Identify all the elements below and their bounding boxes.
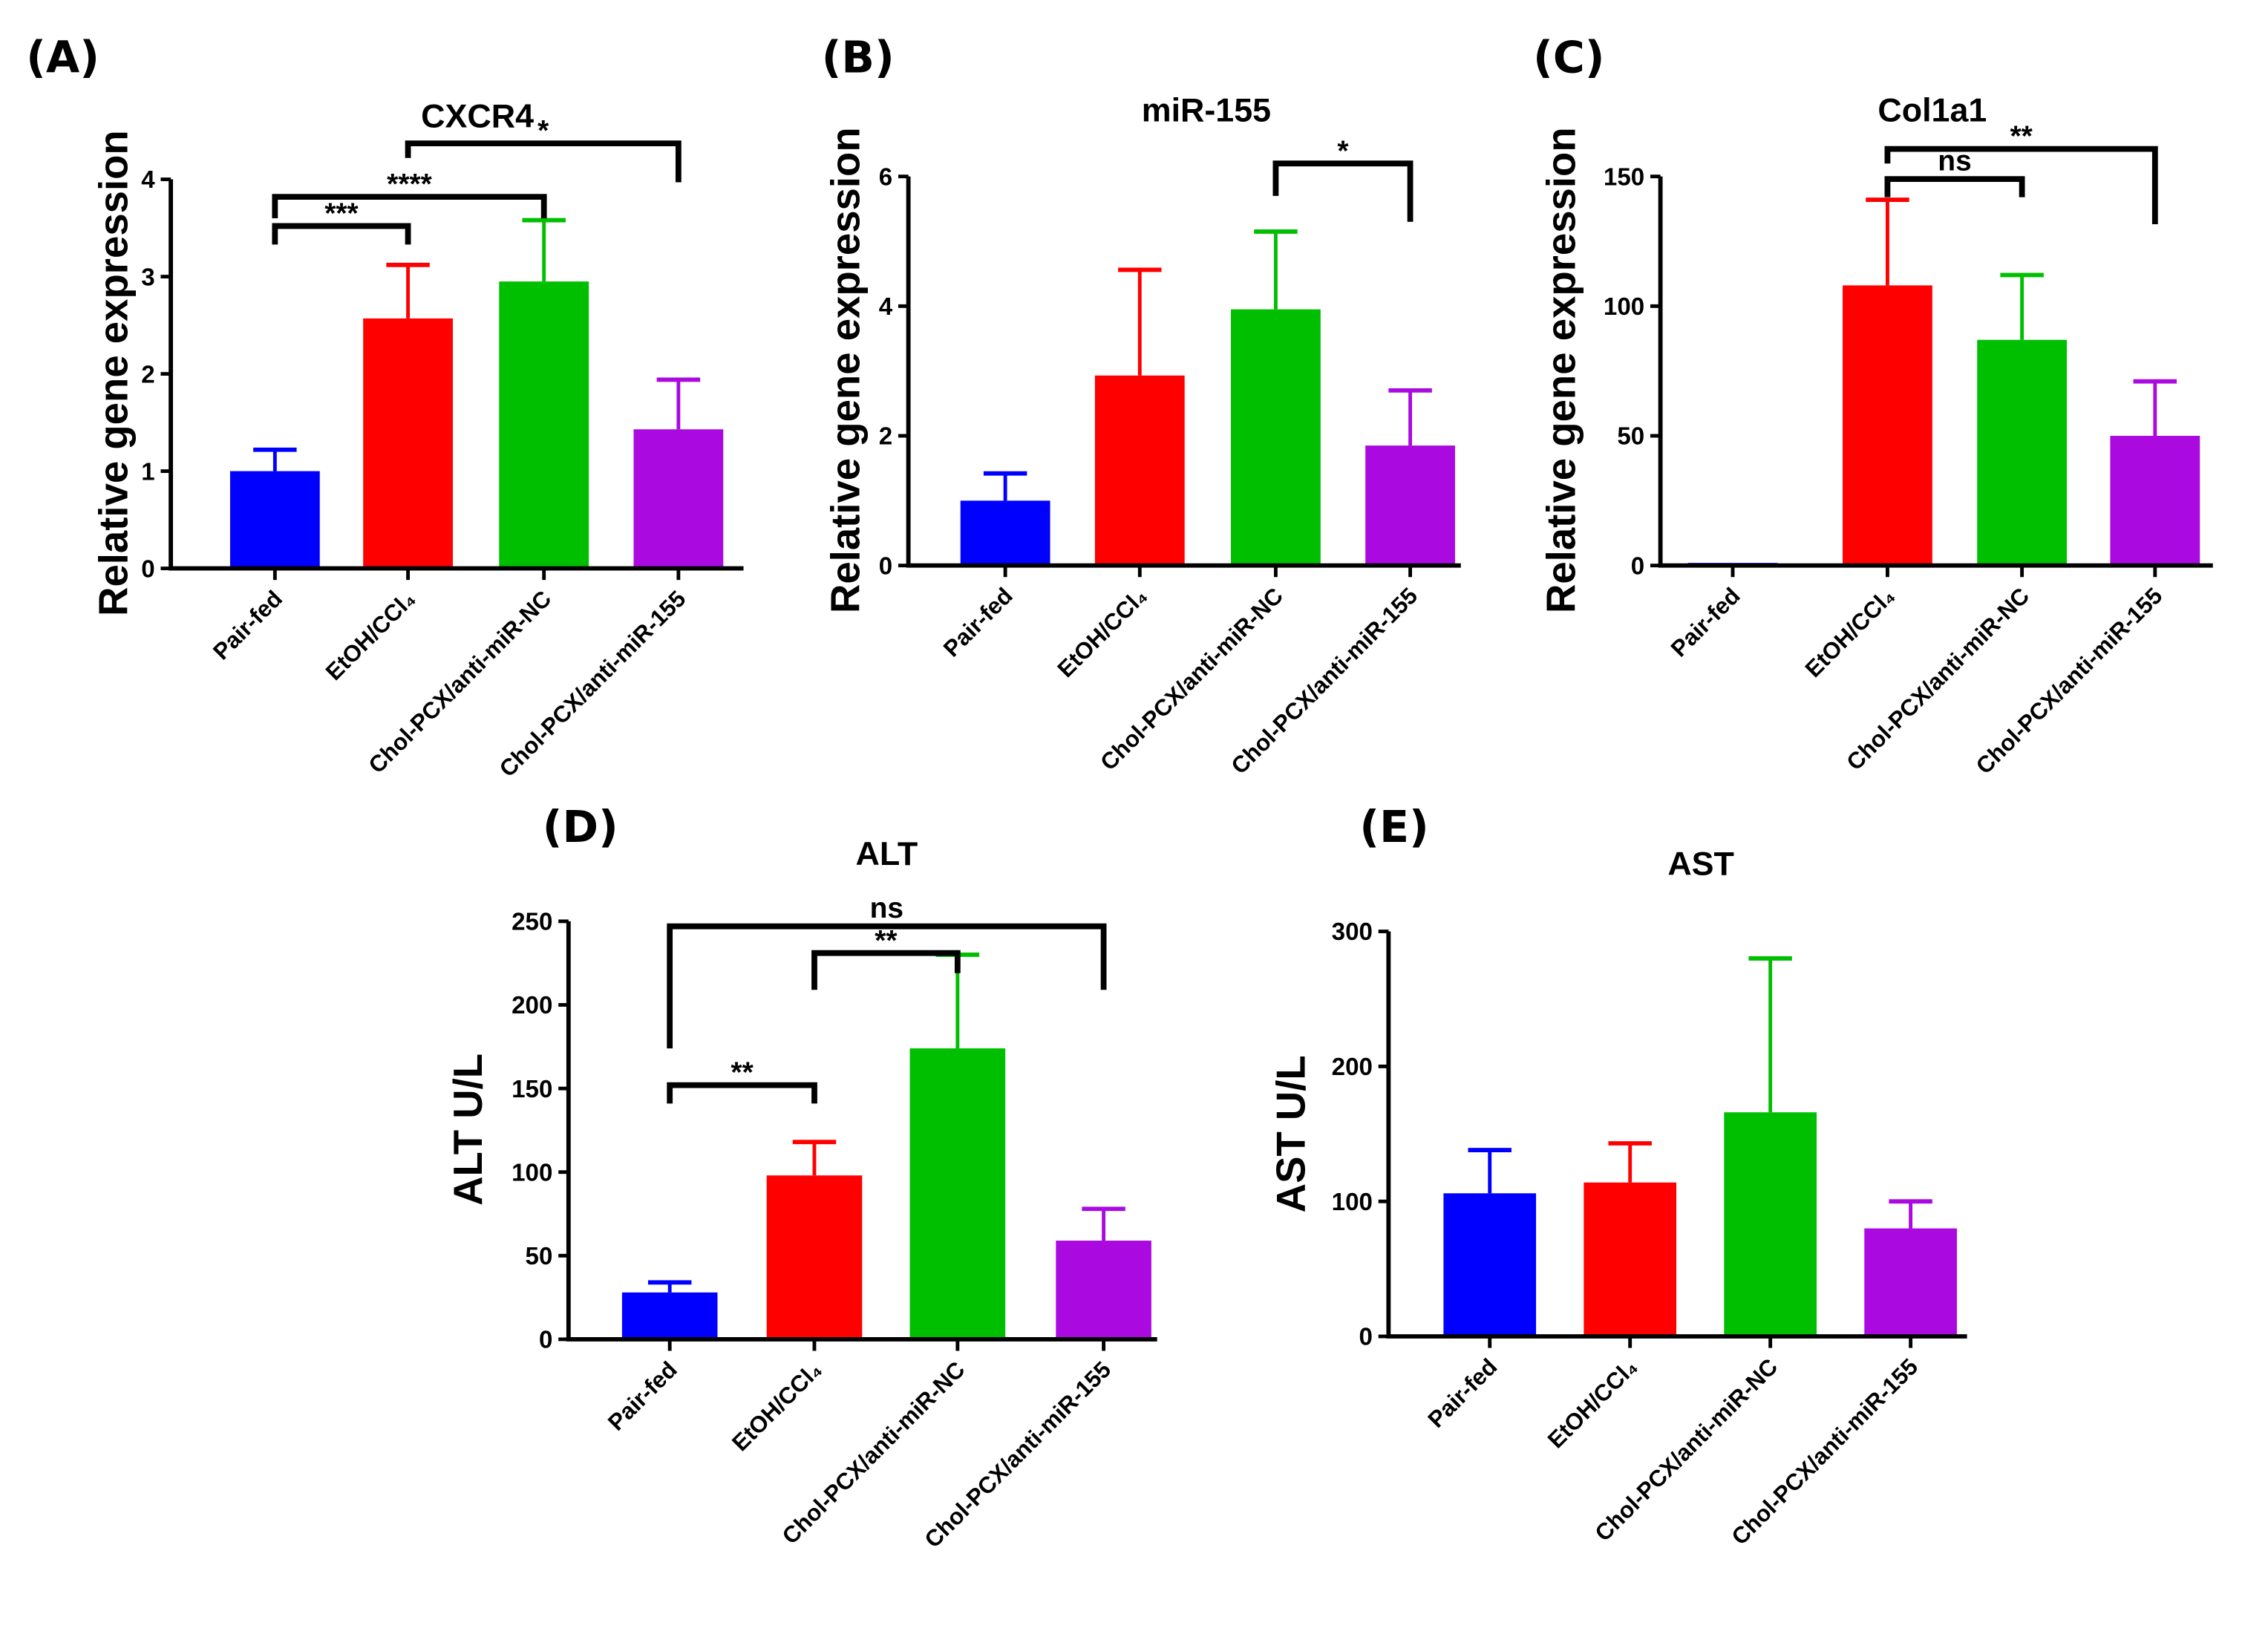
bar-2 bbox=[499, 281, 589, 569]
significance-bracket bbox=[811, 950, 961, 990]
chart-title: miR-155 bbox=[1142, 92, 1271, 129]
x-tick-label: EtOH/CCl₄ bbox=[1543, 1353, 1642, 1453]
panel-label: (A) bbox=[26, 32, 99, 82]
y-tick-label: 0 bbox=[1359, 1324, 1373, 1351]
x-tick-label: EtOH/CCl₄ bbox=[1800, 583, 1900, 682]
bar-1 bbox=[363, 318, 453, 569]
y-tick-label: 200 bbox=[1332, 1054, 1373, 1081]
x-tick-label: Pair-fed bbox=[1666, 583, 1745, 662]
y-tick-label: 250 bbox=[512, 909, 552, 936]
bar-0 bbox=[960, 500, 1050, 566]
y-tick-label: 100 bbox=[1604, 293, 1644, 321]
y-tick-label: 4 bbox=[879, 293, 893, 321]
x-tick-label: Pair-fed bbox=[1423, 1353, 1503, 1433]
panel-label: (D) bbox=[543, 802, 618, 852]
y-axis-label: ALT U/L bbox=[445, 1054, 491, 1206]
x-tick-label: EtOH/CCl₄ bbox=[321, 586, 420, 685]
y-tick-label: 0 bbox=[879, 552, 892, 580]
x-tick-label: EtOH/CCl₄ bbox=[727, 1356, 826, 1456]
significance-bracket bbox=[1272, 160, 1414, 222]
significance-bracket bbox=[667, 923, 1107, 1049]
bar-0 bbox=[621, 1292, 718, 1339]
y-tick-label: 6 bbox=[879, 163, 892, 191]
bar-3 bbox=[1864, 1228, 1957, 1337]
significance-bracket bbox=[1884, 176, 2025, 197]
bar-1 bbox=[1584, 1182, 1677, 1337]
chart-title: ALT bbox=[855, 835, 918, 872]
bar-2 bbox=[909, 1048, 1006, 1339]
chart-title: AST bbox=[1667, 846, 1734, 883]
significance-label: * bbox=[1337, 135, 1349, 167]
y-tick-label: 4 bbox=[141, 166, 155, 194]
bar-0 bbox=[229, 471, 320, 569]
bar-3 bbox=[633, 429, 724, 569]
y-tick-label: 50 bbox=[526, 1243, 553, 1270]
y-tick-label: 3 bbox=[141, 264, 154, 291]
y-tick-label: 150 bbox=[512, 1076, 552, 1103]
y-axis-label: AST U/L bbox=[1268, 1055, 1313, 1212]
y-tick-label: 0 bbox=[539, 1327, 552, 1354]
x-tick-label: Pair-fed bbox=[208, 586, 287, 665]
bar-3 bbox=[1056, 1241, 1151, 1339]
significance-bracket bbox=[667, 1082, 817, 1104]
y-tick-label: 50 bbox=[1617, 423, 1644, 451]
y-tick-label: 2 bbox=[879, 423, 892, 451]
panel-label: (B) bbox=[822, 32, 895, 82]
significance-label: ns bbox=[870, 892, 903, 924]
significance-bracket bbox=[1884, 146, 2158, 224]
significance-label: ** bbox=[2010, 121, 2033, 153]
chart-title: Col1a1 bbox=[1878, 92, 1987, 129]
bar-0 bbox=[1443, 1193, 1537, 1337]
y-axis-label: Relative gene expression bbox=[1539, 127, 1584, 613]
x-tick-label: EtOH/CCl₄ bbox=[1053, 583, 1152, 682]
x-tick-label: Pair-fed bbox=[603, 1356, 682, 1436]
bar-3 bbox=[1365, 445, 1455, 566]
bar-2 bbox=[1977, 339, 2068, 566]
y-tick-label: 0 bbox=[1631, 552, 1644, 580]
bar-1 bbox=[1843, 285, 1932, 566]
y-axis-label: Relative gene expression bbox=[823, 127, 868, 613]
bar-1 bbox=[766, 1175, 863, 1339]
y-tick-label: 150 bbox=[1604, 163, 1644, 191]
bar-2 bbox=[1724, 1112, 1817, 1337]
y-tick-label: 100 bbox=[512, 1159, 552, 1186]
y-tick-label: 0 bbox=[141, 555, 154, 583]
significance-label: ** bbox=[731, 1057, 754, 1089]
y-tick-label: 2 bbox=[141, 361, 154, 388]
significance-label: ** bbox=[875, 925, 898, 957]
x-tick-label: Pair-fed bbox=[938, 583, 1018, 662]
panel-label: (C) bbox=[1533, 32, 1604, 82]
significance-bracket bbox=[272, 223, 411, 245]
significance-label: *** bbox=[324, 198, 359, 230]
bar-2 bbox=[1231, 309, 1321, 566]
significance-label: **** bbox=[387, 169, 432, 200]
bar-1 bbox=[1094, 375, 1185, 566]
bar-3 bbox=[2110, 436, 2200, 566]
significance-bracket bbox=[405, 140, 682, 183]
panel-label: (E) bbox=[1359, 802, 1428, 852]
significance-bracket bbox=[272, 194, 547, 218]
significance-label: * bbox=[537, 115, 549, 147]
chart-title: CXCR4 bbox=[421, 97, 534, 134]
y-tick-label: 1 bbox=[141, 458, 154, 486]
y-tick-label: 200 bbox=[512, 992, 552, 1019]
y-tick-label: 100 bbox=[1332, 1189, 1373, 1216]
y-axis-label: Relative gene expression bbox=[91, 130, 137, 616]
y-tick-label: 300 bbox=[1332, 918, 1373, 946]
